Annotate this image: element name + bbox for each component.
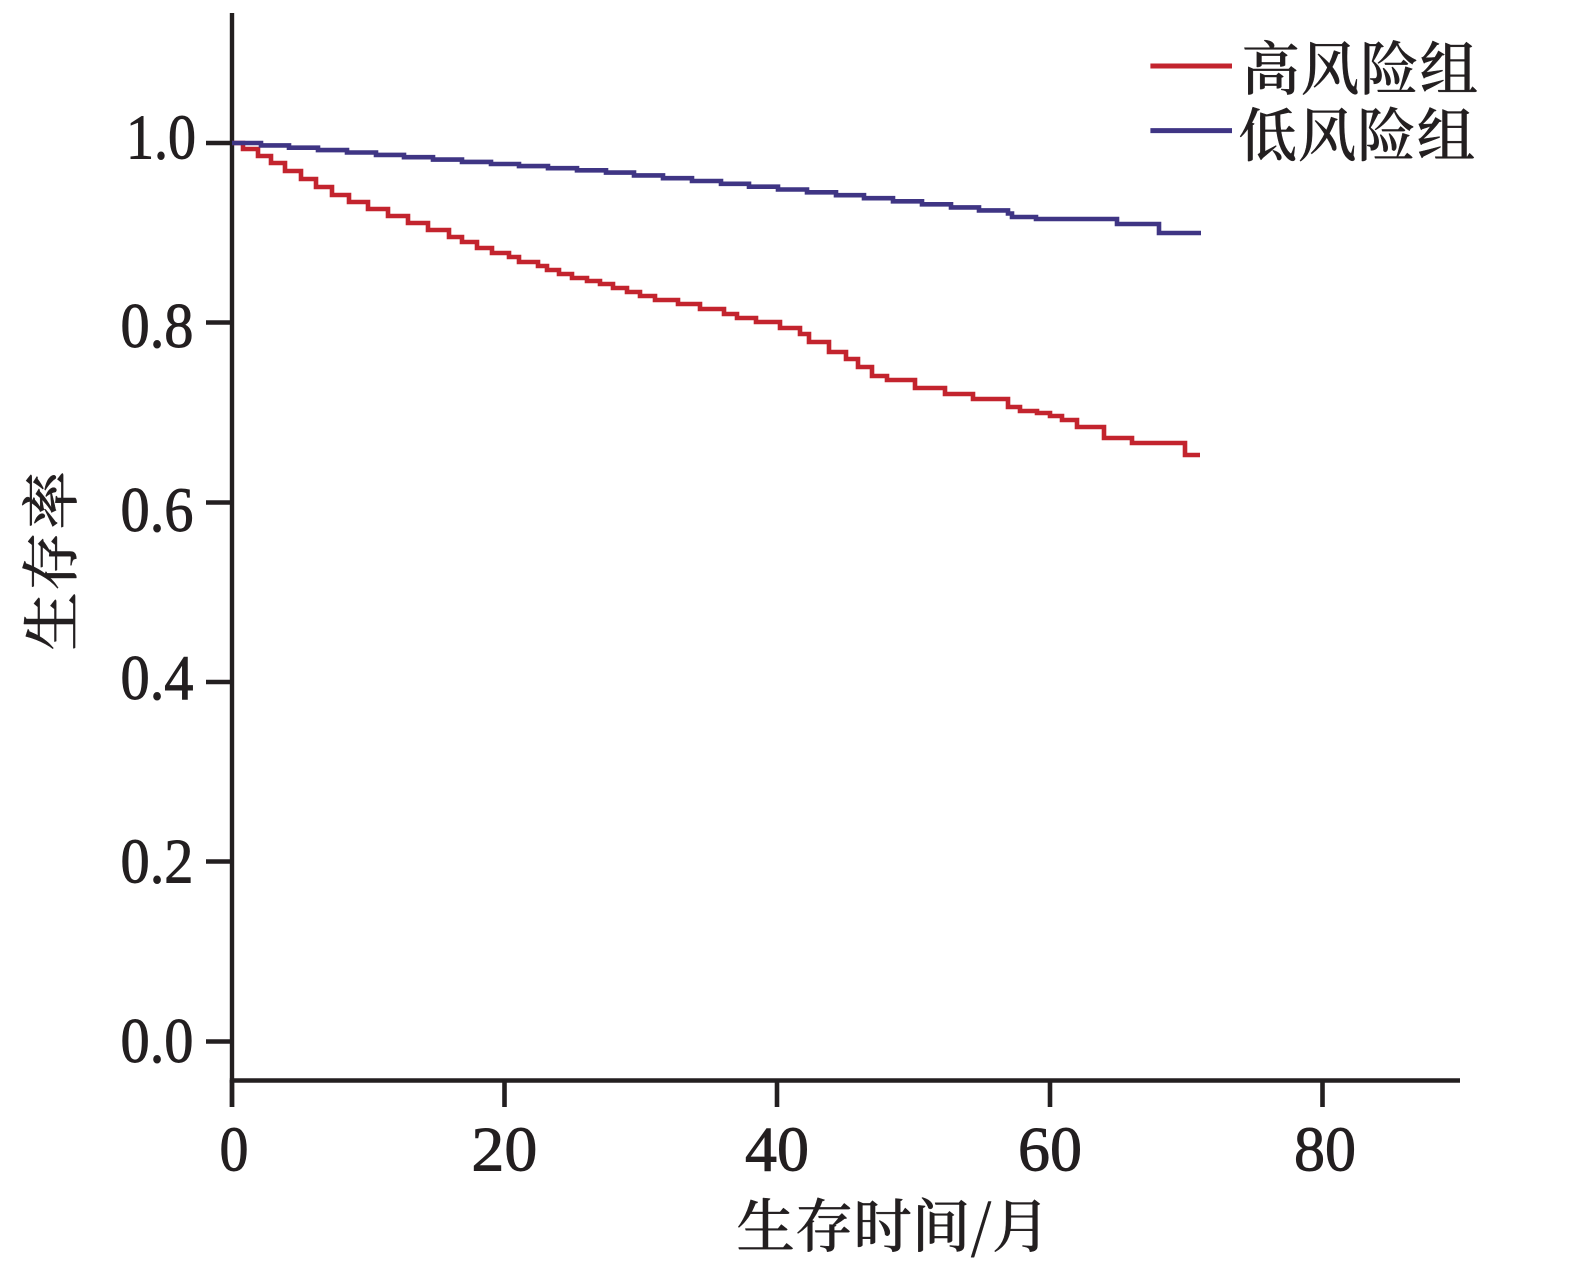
svg-text:0.2: 0.2 (121, 826, 194, 897)
svg-text:80: 80 (1294, 1114, 1356, 1185)
svg-text:0.6: 0.6 (121, 474, 194, 545)
svg-text:0.4: 0.4 (121, 642, 194, 713)
svg-text:20: 20 (471, 1114, 537, 1185)
svg-text:60: 60 (1018, 1114, 1082, 1185)
svg-text:40: 40 (745, 1114, 809, 1185)
svg-text:0: 0 (220, 1114, 249, 1185)
svg-text:1.0: 1.0 (126, 102, 196, 173)
svg-text:0.8: 0.8 (121, 290, 194, 361)
svg-text:0.0: 0.0 (121, 1005, 194, 1076)
